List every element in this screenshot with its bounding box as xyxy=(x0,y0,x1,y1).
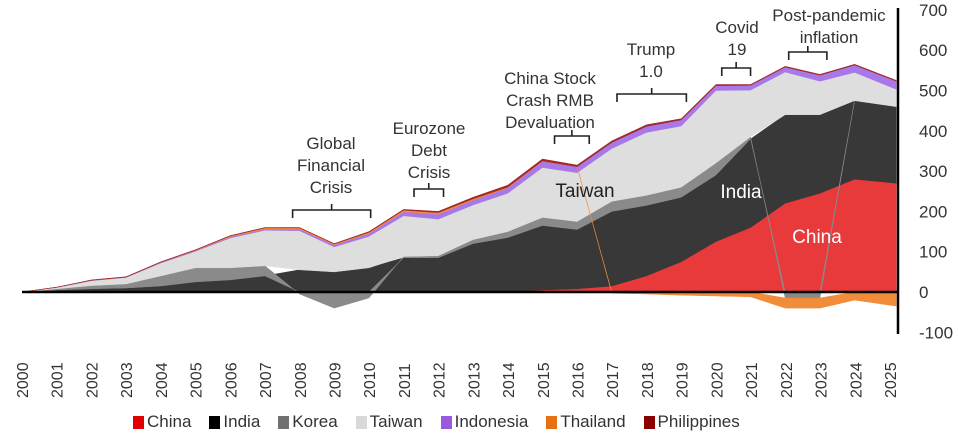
x-tick-label: 2015 xyxy=(536,362,553,398)
x-tick-label: 2011 xyxy=(397,363,414,398)
y-tick-label: 0 xyxy=(919,283,928,302)
legend-swatch xyxy=(643,415,655,429)
annotation-text: inflation xyxy=(800,28,859,47)
annotation-text: Crash RMB xyxy=(506,91,594,110)
inline-label-india: India xyxy=(720,182,762,203)
annotation-brace xyxy=(787,46,828,60)
legend-item-china: China xyxy=(133,412,191,432)
annotation-text: Devaluation xyxy=(505,113,595,132)
annotation-brace xyxy=(553,130,591,144)
x-tick-label: 2012 xyxy=(432,362,449,398)
x-tick-label: 2010 xyxy=(362,362,379,398)
x-tick-label: 2025 xyxy=(883,362,900,398)
legend-swatch xyxy=(546,415,558,429)
y-tick-label: 600 xyxy=(919,41,947,60)
legend-label: Indonesia xyxy=(454,412,529,431)
y-tick-label: 700 xyxy=(919,1,947,20)
y-tick-label: 200 xyxy=(919,202,947,221)
y-tick-label: -100 xyxy=(919,323,953,342)
x-tick-label: 2016 xyxy=(571,362,588,398)
annotation-brace xyxy=(720,62,752,76)
annotation-brace xyxy=(413,183,445,197)
x-tick-label: 2009 xyxy=(327,362,344,398)
legend-swatch xyxy=(278,415,290,429)
legend: China India Korea Taiwan Indonesia Thailand Ph… xyxy=(133,412,740,432)
x-tick-label: 2022 xyxy=(779,362,796,398)
legend-label: Thailand xyxy=(560,412,626,431)
annotation-brace xyxy=(291,204,372,218)
annotation-brace xyxy=(616,88,688,102)
annotation-text: Trump xyxy=(627,40,676,59)
x-tick-label: 2018 xyxy=(640,362,657,398)
y-tick-label: 500 xyxy=(919,82,947,101)
annotation-text: Crisis xyxy=(310,178,353,197)
x-tick-label: 2007 xyxy=(258,362,275,398)
x-tick-label: 2017 xyxy=(605,362,622,398)
x-tick-label: 2019 xyxy=(675,362,692,398)
legend-item-indonesia: Indonesia xyxy=(440,412,529,432)
y-tick-label: 100 xyxy=(919,243,947,262)
x-tick-label: 2006 xyxy=(223,362,240,398)
area-philippines xyxy=(21,64,897,293)
legend-swatch xyxy=(133,415,144,429)
legend-item-philippines: Philippines xyxy=(643,412,740,432)
legend-label: Philippines xyxy=(657,412,740,431)
x-tick-label: 2000 xyxy=(15,362,32,398)
x-tick-label: 2021 xyxy=(744,362,761,398)
y-axis-ticks: 700 600 500 400 300 200 100 0 -100 xyxy=(919,1,953,342)
x-tick-label: 2008 xyxy=(293,362,310,398)
inline-label-china: China xyxy=(792,227,842,248)
x-tick-label: 2020 xyxy=(709,362,726,398)
x-tick-label: 2004 xyxy=(154,362,171,398)
legend-label: China xyxy=(147,412,192,431)
legend-item-korea: Korea xyxy=(278,412,338,432)
x-tick-label: 2002 xyxy=(84,362,101,398)
legend-label: Taiwan xyxy=(369,412,423,431)
annotation: China Stock Crash RMB Devaluation xyxy=(504,69,596,144)
annotation: Covid 19 xyxy=(715,18,759,76)
annotation-text: Eurozone xyxy=(393,119,466,138)
x-tick-label: 2001 xyxy=(50,362,67,398)
x-tick-label: 2023 xyxy=(814,362,831,398)
y-tick-label: 400 xyxy=(919,122,947,141)
inline-label-taiwan: Taiwan xyxy=(555,181,614,202)
series-areas xyxy=(21,64,897,309)
annotation-text: Post-pandemic xyxy=(772,6,886,25)
legend-label: India xyxy=(223,412,261,431)
x-tick-label: 2003 xyxy=(119,362,136,398)
annotation-text: Debt xyxy=(411,141,447,160)
legend-item-taiwan: Taiwan xyxy=(355,412,423,432)
legend-swatch xyxy=(209,415,221,429)
annotation-text: Covid xyxy=(715,18,758,37)
annotation-text: 1.0 xyxy=(639,62,663,81)
annotation-text: Global xyxy=(306,134,355,153)
x-tick-label: 2014 xyxy=(501,362,518,398)
annotation-text: 19 xyxy=(728,40,747,59)
x-tick-label: 2024 xyxy=(848,362,865,398)
legend-swatch xyxy=(355,415,367,429)
x-tick-label: 2005 xyxy=(189,362,206,398)
annotation-text: China Stock xyxy=(504,69,596,88)
y-tick-label: 300 xyxy=(919,162,947,181)
annotation-text: Crisis xyxy=(408,163,451,182)
legend-label: Korea xyxy=(292,412,338,431)
x-axis-ticks: 2000 2001 2002 2003 2004 2005 2006 2007 2008 2009… xyxy=(15,362,900,398)
annotations: Global Financial Crisis Eurozone Debt Crisis C… xyxy=(291,6,886,218)
annotation: Post-pandemic inflation xyxy=(772,6,886,60)
annotation: Global Financial Crisis xyxy=(291,134,372,218)
legend-swatch xyxy=(440,415,452,429)
annotation: Eurozone Debt Crisis xyxy=(393,119,466,197)
annotation: Trump 1.0 xyxy=(616,40,688,102)
annotation-text: Financial xyxy=(297,156,365,175)
x-tick-label: 2013 xyxy=(466,362,483,398)
legend-item-thailand: Thailand xyxy=(546,412,626,432)
legend-item-india: India xyxy=(209,412,260,432)
